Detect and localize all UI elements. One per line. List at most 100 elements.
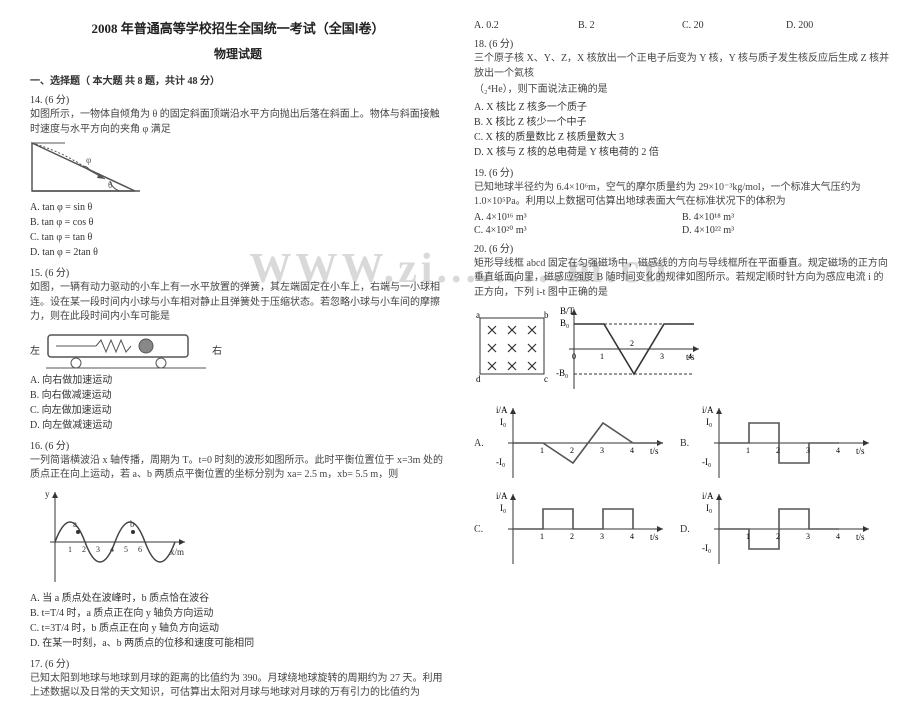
svg-text:1: 1	[68, 545, 72, 554]
q14-optD: D. tan φ = 2tan θ	[30, 245, 446, 260]
q17-num: 17. (6 分)	[30, 655, 446, 670]
q17-text: 已知太阳到地球与地球到月球的距离的比值约为 390。月球绕地球旋转的周期约为 2…	[30, 672, 446, 701]
q16-num: 16. (6 分)	[30, 437, 446, 452]
svg-text:2: 2	[570, 532, 574, 541]
left-column: 2008 年普通高等学校招生全国统一考试（全国Ⅰ卷） 物理试题 一、选择题（ 本…	[30, 18, 446, 633]
q15-figure	[46, 331, 206, 369]
svg-text:2: 2	[776, 532, 780, 541]
svg-text:4: 4	[110, 545, 114, 554]
q20-C-label: C.	[474, 524, 488, 535]
q15-optA: A. 向右做加速运动	[30, 373, 446, 388]
q17-optA: A. 0.2	[474, 20, 578, 31]
svg-text:b: b	[544, 310, 549, 320]
right-column: A. 0.2 B. 2 C. 20 D. 200 18. (6 分) 三个原子核…	[474, 18, 890, 633]
q20-charts-grid: A. i/A t/s I₀ -I₀ 1 2 3 4	[474, 403, 890, 569]
svg-text:I₀: I₀	[500, 503, 506, 513]
q15-left-label: 左	[30, 342, 40, 357]
svg-text:i/A: i/A	[702, 405, 714, 415]
q17-optB: B. 2	[578, 20, 682, 31]
q19-text: 已知地球半径约为 6.4×10⁶m，空气的摩尔质量约为 29×10⁻³kg/mo…	[474, 181, 890, 210]
svg-text:1: 1	[746, 532, 750, 541]
section-head: 一、选择题（ 本大题 共 8 题，共计 48 分）	[30, 72, 446, 87]
svg-text:I₀: I₀	[706, 503, 712, 513]
q20-A-label: A.	[474, 438, 488, 449]
q17-options: A. 0.2 B. 2 C. 20 D. 200	[474, 20, 890, 31]
svg-text:t/s: t/s	[856, 446, 865, 456]
q17-optC: C. 20	[682, 20, 786, 31]
svg-text:2: 2	[82, 545, 86, 554]
q14-optA: A. tan φ = sin θ	[30, 200, 446, 215]
svg-text:θ: θ	[108, 180, 112, 190]
q19-optC: C. 4×10²⁰ m³	[474, 225, 682, 236]
q14-optC: C. tan φ = tan θ	[30, 230, 446, 245]
q20-D-label: D.	[680, 524, 694, 535]
q20-chart-D: i/A t/s I₀ -I₀ 1 2 3 4	[694, 489, 874, 569]
svg-text:d: d	[476, 374, 481, 384]
svg-text:2: 2	[570, 446, 574, 455]
svg-text:3: 3	[600, 446, 604, 455]
svg-text:-I₀: -I₀	[496, 457, 505, 467]
q18-text1: 三个原子核 X、Y、Z，X 核放出一个正电子后变为 Y 核，Y 核与质子发生核反…	[474, 52, 890, 81]
q19-num: 19. (6 分)	[474, 164, 890, 179]
svg-text:t/s: t/s	[650, 446, 659, 456]
q20-B-figure: a b c d B/T t/s B₀ -B	[474, 304, 704, 399]
svg-text:i/A: i/A	[702, 491, 714, 501]
svg-text:4: 4	[836, 446, 840, 455]
svg-text:I₀: I₀	[706, 417, 712, 427]
q16-b-label: b	[130, 519, 135, 529]
svg-text:-I₀: -I₀	[702, 457, 711, 467]
svg-text:0: 0	[572, 352, 576, 361]
svg-text:5: 5	[124, 545, 128, 554]
q20-chart-B: i/A t/s I₀ -I₀ 1 2 3 4	[694, 403, 874, 483]
page-columns: 2008 年普通高等学校招生全国统一考试（全国Ⅰ卷） 物理试题 一、选择题（ 本…	[30, 18, 890, 633]
q18-optB: B. X 核比 Z 核少一个中子	[474, 115, 890, 130]
svg-text:t/s: t/s	[856, 532, 865, 542]
svg-text:4: 4	[630, 532, 634, 541]
q18-text2: （₂⁴He），则下面说法正确的是	[474, 83, 890, 98]
q16-ylabel: y	[45, 489, 50, 499]
q18-optA: A. X 核比 Z 核多一个质子	[474, 100, 890, 115]
q20-B-ylabel: B/T	[560, 306, 575, 316]
q14-text: 如图所示，一物体自倾角为 θ 的固定斜面顶端沿水平方向抛出后落在斜面上。物体与斜…	[30, 108, 446, 137]
svg-text:t/s: t/s	[650, 532, 659, 542]
q20-num: 20. (6 分)	[474, 240, 890, 255]
svg-text:3: 3	[806, 532, 810, 541]
svg-text:i/A: i/A	[496, 405, 508, 415]
q19-optD: D. 4×10²² m³	[682, 225, 890, 236]
q17-optD: D. 200	[786, 20, 890, 31]
q19-options-row1: A. 4×10¹⁶ m³ B. 4×10¹⁸ m³	[474, 212, 890, 223]
svg-text:3: 3	[660, 352, 664, 361]
q18-optD: D. X 核与 Z 核的总电荷是 Y 核电荷的 2 倍	[474, 145, 890, 160]
svg-text:4: 4	[630, 446, 634, 455]
q19-optB: B. 4×10¹⁸ m³	[682, 212, 890, 223]
q19-options-row2: C. 4×10²⁰ m³ D. 4×10²² m³	[474, 225, 890, 236]
svg-text:1: 1	[540, 532, 544, 541]
q15-optC: C. 向左做加速运动	[30, 403, 446, 418]
svg-text:3: 3	[806, 446, 810, 455]
q15-num: 15. (6 分)	[30, 264, 446, 279]
q16-a-label: a	[73, 519, 77, 529]
svg-text:2: 2	[776, 446, 780, 455]
q20-chart-C: i/A t/s I₀ 1 2 3 4	[488, 489, 668, 569]
svg-text:6: 6	[138, 545, 142, 554]
q20-text: 矩形导线框 abcd 固定在匀强磁场中，磁感线的方向与导线框所在平面垂直。规定磁…	[474, 257, 890, 301]
q15-right-label: 右	[212, 342, 222, 357]
q15-text: 如图，一辆有动力驱动的小车上有一水平放置的弹簧，其左端固定在小车上，右端与一小球…	[30, 281, 446, 325]
q20-B-label: B.	[680, 438, 694, 449]
q19-optA: A. 4×10¹⁶ m³	[474, 212, 682, 223]
svg-text:4: 4	[836, 532, 840, 541]
q16-xlabel: x/m	[170, 547, 184, 557]
svg-text:i/A: i/A	[496, 491, 508, 501]
svg-text:1: 1	[600, 352, 604, 361]
q16-optA: A. 当 a 质点处在波峰时，b 质点恰在波谷	[30, 591, 446, 606]
q14-figure: θ φ	[30, 141, 140, 196]
svg-text:-I₀: -I₀	[702, 543, 711, 553]
svg-text:2: 2	[630, 339, 634, 348]
svg-text:3: 3	[96, 545, 100, 554]
svg-text:4: 4	[688, 352, 692, 361]
svg-text:φ: φ	[86, 155, 91, 165]
q18-num: 18. (6 分)	[474, 35, 890, 50]
svg-text:3: 3	[600, 532, 604, 541]
q16-optD: D. 在某一时刻，a、b 两质点的位移和速度可能相同	[30, 636, 446, 651]
svg-text:c: c	[544, 374, 548, 384]
